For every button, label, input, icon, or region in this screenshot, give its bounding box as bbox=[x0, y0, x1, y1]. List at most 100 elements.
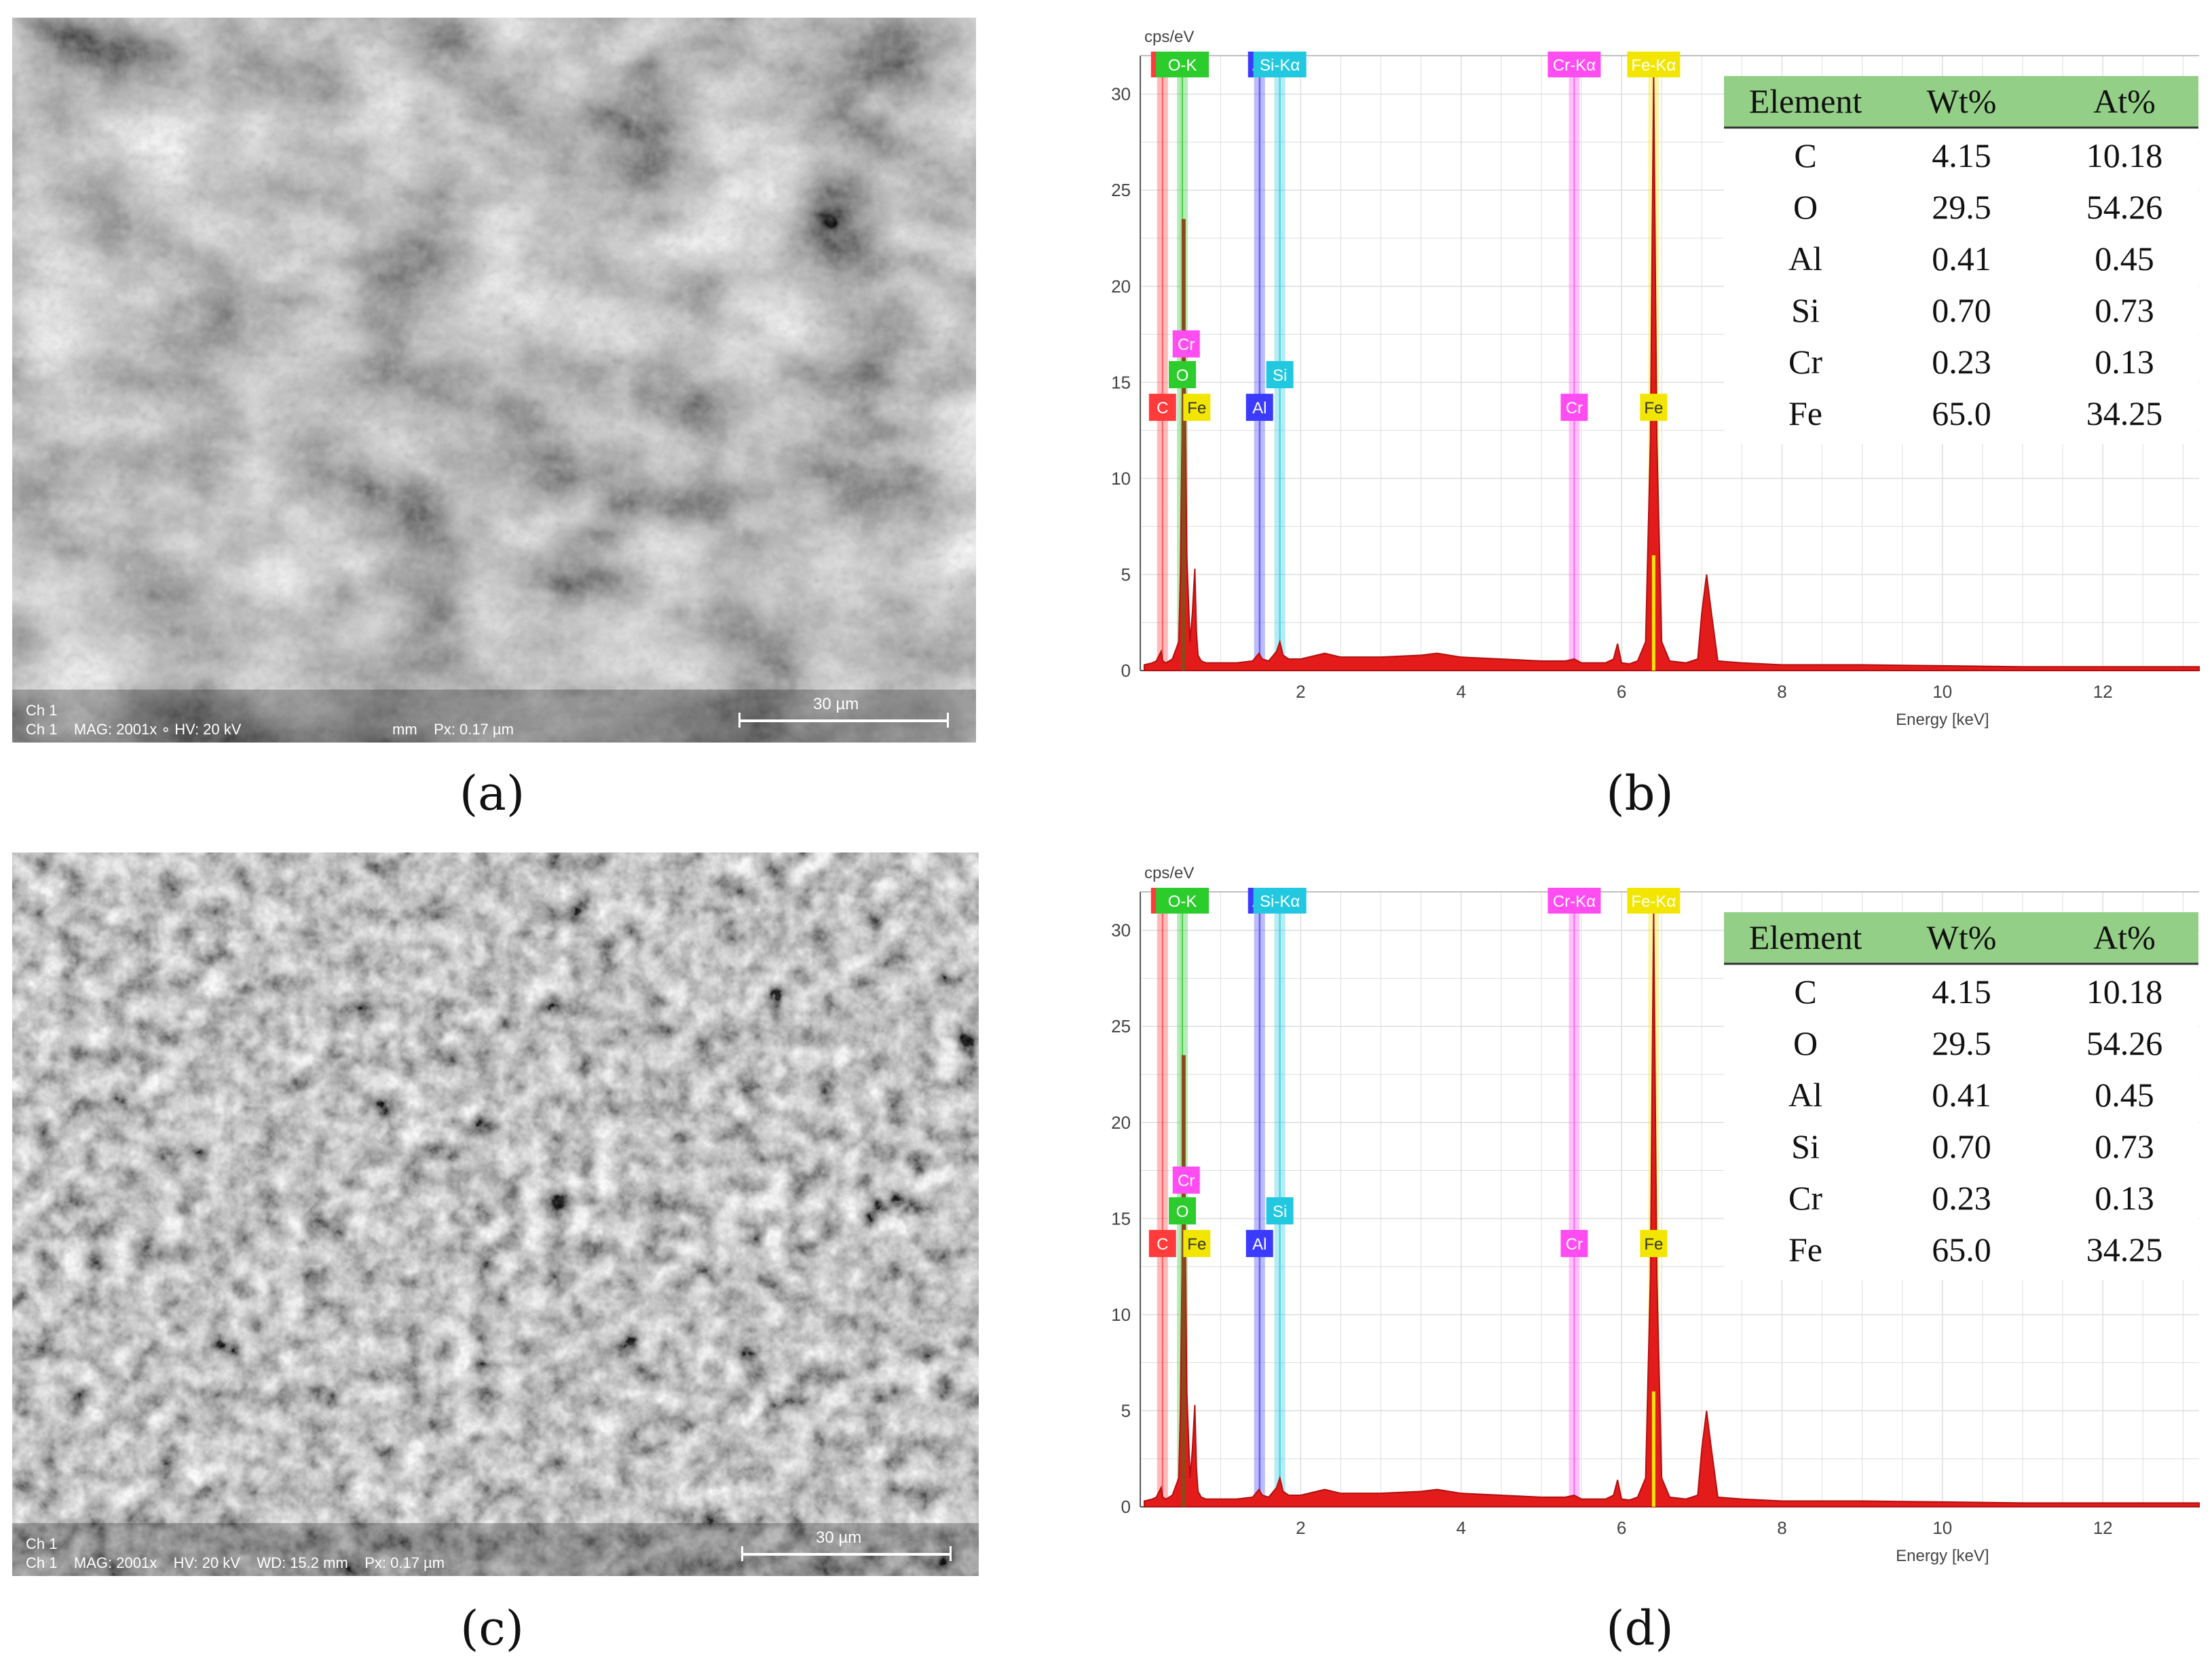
peak-label: Cr bbox=[1172, 330, 1200, 358]
peak-label-text: Al bbox=[1252, 1235, 1267, 1254]
sem-image-c: Ch 1 Ch 1 MAG: 2001x HV: 20 kV WD: 15.2 … bbox=[12, 852, 979, 1576]
x-tick-label: 10 bbox=[1932, 1518, 1952, 1538]
table-background bbox=[1724, 912, 2198, 1280]
table-header-cell: Element bbox=[1749, 918, 1862, 956]
peak-label: Al bbox=[1245, 1230, 1273, 1258]
peak-label: Cr bbox=[1172, 1166, 1200, 1194]
peak-label-text: Al bbox=[1252, 399, 1267, 417]
element-tag: O-K bbox=[1156, 52, 1210, 77]
element-tag-label: Fe-Kα bbox=[1631, 56, 1676, 75]
sem-texture-c bbox=[12, 852, 979, 1576]
peak-label-box bbox=[1560, 1230, 1588, 1258]
element-tag-label: Si-Kα bbox=[1260, 56, 1300, 75]
table-cell: Al bbox=[1788, 1076, 1822, 1114]
peak-label-text: Si bbox=[1273, 367, 1287, 385]
table-header-cell: At% bbox=[2093, 82, 2156, 120]
table-header-cell: Wt% bbox=[1927, 82, 1997, 120]
element-tag-label: Fe-Kα bbox=[1631, 893, 1676, 911]
scale-bar-tick-left bbox=[738, 713, 741, 728]
table-cell: C bbox=[1794, 136, 1816, 174]
peak-label-box bbox=[1640, 394, 1668, 421]
table-cell: 65.0 bbox=[1932, 394, 1991, 432]
peak-label: Si bbox=[1266, 360, 1294, 388]
x-tick-label: 6 bbox=[1617, 1518, 1626, 1538]
y-tick-label: 25 bbox=[1111, 1016, 1131, 1036]
table-cell: Cr bbox=[1788, 1179, 1822, 1217]
element-tag: Cr-Kα bbox=[1548, 888, 1601, 914]
eds-chart-b: CO-KAlSi-KαCr-KαFe-KαCrOCFeAlSiCrFe05101… bbox=[1086, 20, 2212, 740]
table-header-bg bbox=[1724, 76, 2198, 128]
y-tick-label: 0 bbox=[1121, 660, 1131, 681]
caption-c: (c) bbox=[460, 1600, 524, 1656]
peak-label-text: Cr bbox=[1178, 1172, 1195, 1190]
table-cell: 54.26 bbox=[2086, 1024, 2163, 1062]
peak-label: Al bbox=[1245, 394, 1273, 421]
peak-label: Cr bbox=[1560, 1230, 1588, 1258]
y-axis-label: cps/eV bbox=[1144, 28, 1194, 46]
table-header-cell: At% bbox=[2093, 918, 2156, 956]
table-cell: 29.5 bbox=[1932, 188, 1991, 226]
element-tag: Si-Kα bbox=[1253, 52, 1307, 77]
element-tag-box bbox=[1253, 888, 1307, 914]
table-cell: 0.41 bbox=[1932, 1076, 1991, 1114]
peak-label: Fe bbox=[1183, 1230, 1211, 1258]
table-header-bg bbox=[1724, 912, 2198, 964]
x-tick-label: 4 bbox=[1456, 1518, 1465, 1538]
table-cell: 0.41 bbox=[1932, 240, 1991, 278]
sem-info-line2: Ch 1 MAG: 2001x ∘ HV: 20 kV bbox=[26, 721, 242, 738]
peak-label-box bbox=[1169, 360, 1197, 388]
x-tick-label: 10 bbox=[1932, 681, 1952, 702]
table-cell: Al bbox=[1788, 240, 1822, 278]
x-tick-label: 12 bbox=[2093, 681, 2113, 702]
peak-label-text: O bbox=[1176, 1203, 1189, 1221]
peak-label-box bbox=[1560, 394, 1588, 421]
peak-label-text: C bbox=[1157, 1235, 1168, 1254]
composition-table: Element Wt% At% C 4.15 10.18 O 29.5 54.26 Al 0.41 0… bbox=[1724, 912, 2198, 1280]
peak-label: Fe bbox=[1183, 394, 1211, 421]
element-tag-label: Cr-Kα bbox=[1553, 56, 1596, 75]
table-background bbox=[1724, 76, 2198, 444]
table-cell: 0.70 bbox=[1932, 291, 1991, 329]
table-cell: 10.18 bbox=[2086, 136, 2163, 174]
peak-label: C bbox=[1148, 1230, 1176, 1258]
eds-spectrum-b: CO-KAlSi-KαCr-KαFe-KαCrOCFeAlSiCrFe05101… bbox=[1111, 28, 2200, 729]
x-tick-label: 8 bbox=[1777, 681, 1786, 702]
peak-label-text: Cr bbox=[1178, 336, 1195, 354]
peak-label: O bbox=[1169, 360, 1197, 388]
table-cell: 0.70 bbox=[1932, 1127, 1991, 1165]
peak-label: C bbox=[1148, 394, 1176, 421]
x-axis-label: Energy [keV] bbox=[1896, 1547, 1989, 1565]
table-cell: 0.73 bbox=[2095, 291, 2154, 329]
composition-table: Element Wt% At% C 4.15 10.18 O 29.5 54.26 Al 0.41 0… bbox=[1724, 76, 2198, 444]
element-tag-label: Si-Kα bbox=[1260, 893, 1300, 911]
element-tag-box bbox=[1627, 52, 1681, 77]
caption-b: (b) bbox=[1606, 766, 1674, 821]
peak-label-text: Fe bbox=[1187, 399, 1206, 417]
table-cell: 0.45 bbox=[2095, 1076, 2154, 1114]
table-cell: 0.23 bbox=[1932, 343, 1991, 381]
element-tag-box bbox=[1253, 52, 1307, 77]
peak-label-box bbox=[1266, 360, 1294, 388]
table-cell: Fe bbox=[1788, 394, 1822, 432]
x-tick-label: 6 bbox=[1617, 681, 1626, 702]
y-tick-label: 20 bbox=[1111, 276, 1131, 297]
table-cell: Si bbox=[1791, 1127, 1820, 1165]
sem-image-a: Ch 1 Ch 1 MAG: 2001x ∘ HV: 20 kV mm Px: … bbox=[12, 18, 976, 743]
table-cell: Si bbox=[1791, 291, 1820, 329]
table-cell: 34.25 bbox=[2086, 394, 2163, 432]
scale-bar-label: 30 µm bbox=[813, 695, 859, 713]
peak-label-text: Fe bbox=[1644, 399, 1663, 417]
table-cell: 0.13 bbox=[2095, 1179, 2154, 1217]
table-cell: O bbox=[1793, 188, 1818, 226]
element-tag-box bbox=[1156, 888, 1210, 914]
peak-label: O bbox=[1169, 1197, 1197, 1224]
peak-label-text: Cr bbox=[1566, 1235, 1583, 1254]
sem-info-line2: Ch 1 MAG: 2001x HV: 20 kV WD: 15.2 mm Px… bbox=[26, 1554, 445, 1571]
eds-chart-d: CO-KAlSi-KαCr-KαFe-KαCrOCFeAlSiCrFe05101… bbox=[1086, 857, 2212, 1576]
element-tag-label: Cr-Kα bbox=[1553, 893, 1596, 911]
sem-info-line1: Ch 1 bbox=[26, 702, 58, 719]
table-cell: 65.0 bbox=[1932, 1231, 1991, 1269]
element-tag-label: O-K bbox=[1168, 893, 1197, 911]
sem-info-line1: Ch 1 bbox=[26, 1535, 58, 1552]
scale-bar bbox=[741, 1553, 952, 1556]
